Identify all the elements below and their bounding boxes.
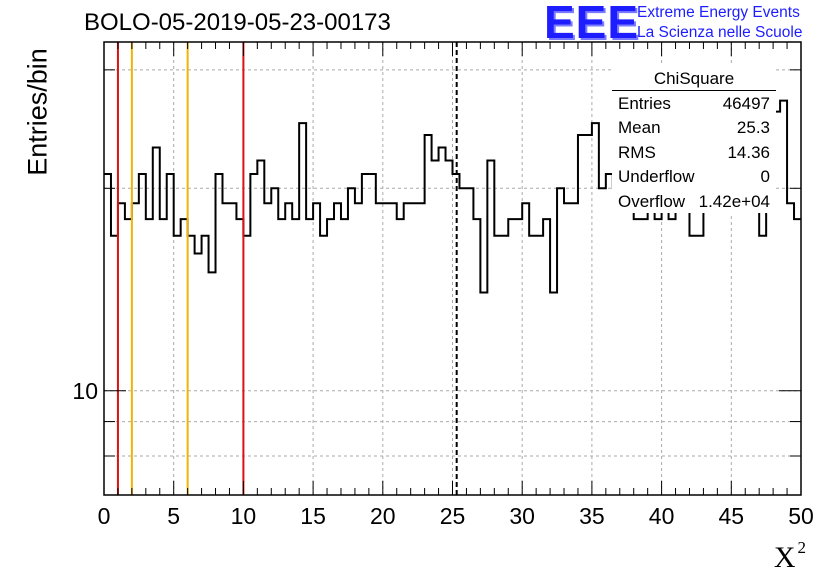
- logo-line-1: Extreme Energy Events: [637, 4, 800, 21]
- logo-line-2: La Scienza nelle Scuole: [637, 24, 803, 41]
- stats-value: 1.42e+04: [698, 191, 770, 211]
- x-tick-label: 25: [440, 503, 466, 529]
- eee-logo-mark: EEE: [544, 0, 640, 48]
- stats-row-mean: Mean 25.3: [612, 115, 776, 139]
- stats-row-underflow: Underflow 0: [612, 164, 776, 188]
- x-tick-label: 20: [370, 503, 396, 529]
- stats-key: Mean: [618, 118, 661, 138]
- stats-value: 25.3: [736, 118, 770, 138]
- x-tick-label: 10: [231, 503, 257, 529]
- stats-value: 0: [760, 167, 770, 187]
- stats-key: Overflow: [618, 191, 686, 211]
- stats-key: Entries: [618, 94, 671, 113]
- x-tick-label: 5: [167, 503, 180, 529]
- x-tick-label: 35: [579, 503, 605, 529]
- x-axis-title-symbol: X: [773, 541, 796, 574]
- stats-row-rms: RMS 14.36: [612, 140, 776, 164]
- stats-key: RMS: [618, 142, 656, 162]
- x-tick-label: 50: [788, 503, 814, 529]
- eee-logo: EEE Extreme Energy Events La Scienza nel…: [544, 0, 834, 48]
- stats-box: ChiSquare Entries 46497 Mean 25.3 RMS 14…: [612, 66, 776, 213]
- x-tick-label: 40: [649, 503, 675, 529]
- x-tick-label: 15: [300, 503, 326, 529]
- x-axis-title-exponent: 2: [797, 538, 807, 557]
- stats-title: ChiSquare: [612, 66, 776, 91]
- stats-value: 14.36: [727, 142, 770, 162]
- x-tick-label: 0: [98, 503, 111, 529]
- x-tick-label: 30: [509, 503, 535, 529]
- stats-value: 46497: [722, 94, 770, 113]
- x-tick-label: 45: [719, 503, 745, 529]
- stats-row-overflow: Overflow 1.42e+04: [612, 189, 776, 213]
- y-axis-title: Entries/bin: [22, 48, 53, 176]
- y-tick-label: 10: [72, 378, 98, 404]
- chart-title: BOLO-05-2019-05-23-00173: [84, 9, 391, 36]
- stats-row-entries: Entries 46497: [612, 91, 776, 115]
- stats-key: Underflow: [618, 167, 695, 187]
